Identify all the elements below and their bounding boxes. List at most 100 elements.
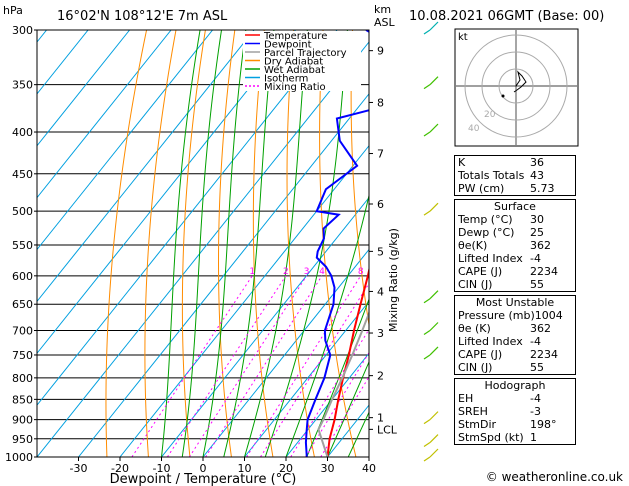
hodograph-frame [454,28,579,147]
wind-barb [429,202,439,212]
dry-adiabat-line [144,30,177,457]
index-row: StmSpd (kt) 1 [455,431,575,444]
index-row: StmDir 198° [455,418,575,431]
pressure-tick-label: 650 [12,298,33,311]
index-value: 25 [530,226,544,239]
x-tick-label: -30 [70,462,88,475]
hodograph-ring [498,68,534,104]
pressure-tick-label: 950 [12,433,33,446]
x-tick-label: 40 [362,462,376,475]
wind-barb [423,84,431,90]
datetime-title: 10.08.2021 06GMT (Base: 00) [409,9,604,24]
hodograph-storm-marker [501,94,505,98]
dry-adiabat-line [105,30,148,457]
isotherm-line [202,248,369,457]
index-label: Totals Totals [458,169,525,182]
index-value: -4 [530,392,541,405]
mixing-ratio-axis-label: Mixing Ratio (g/kg) [387,228,400,332]
indices-top-box: K 36 Totals Totals 43 PW (cm) 5.73 [454,155,576,196]
hodograph: kt 20 40 [454,28,579,147]
index-label: CAPE (J) [458,348,503,361]
index-row: Lifted Index -4 [455,252,575,265]
km-tick-label: 2 [377,370,384,383]
km-tick-label: 6 [377,198,384,211]
hodograph-title: Hodograph [484,379,546,392]
wet-adiabat-line [161,30,201,457]
index-label: EH [458,392,474,405]
wet-adiabat-line [223,30,275,457]
wind-barb [429,322,439,331]
km-tick-label: 1 [377,412,384,425]
wet-adiabat-line [285,193,369,457]
x-tick-label: 20 [279,462,293,475]
mixing-ratio-line [260,282,369,457]
index-row: Pressure (mb) 1004 [455,309,575,322]
index-value: 55 [530,361,544,374]
km-label: km [374,3,391,16]
mixing-ratio-label: 1 [249,267,255,277]
hodograph-trace [513,70,527,93]
mixing-ratio-line [205,275,323,457]
isotherm-line [285,352,369,457]
wind-barb [423,456,431,462]
mixing-ratio-line [246,275,362,457]
index-row: CIN (J) 55 [455,361,575,374]
index-value: 1004 [534,309,563,322]
x-tick-label: -20 [111,462,129,475]
index-label: CAPE (J) [458,265,503,278]
km-tick-label: 4 [377,285,384,298]
index-value: 198° [530,418,557,431]
dry-adiabat-line [181,30,206,457]
index-row: Temp (°C) 30 [455,213,575,226]
legend-entry: Wet Adiabat [264,65,325,76]
isotherm-line [37,30,255,303]
pressure-tick-label: 500 [12,205,33,218]
hodograph-ring [481,51,551,121]
isotherm-line [78,93,369,457]
footer-credit: © weatheronline.co.uk [485,470,623,484]
dry-adiabat-line [218,30,236,457]
mixing-ratio-label: 4 [319,267,325,277]
mixing-ratio-label: 3 [304,267,310,277]
isotherm-line [244,300,369,457]
hpa-label: hPa [3,4,23,17]
isotherm-line [37,30,130,147]
index-label: StmDir [458,418,497,431]
index-label: Lifted Index [458,252,523,265]
index-row: Dewp (°C) 25 [455,226,575,239]
pressure-tick-label: 600 [12,270,33,283]
index-label: Temp (°C) [458,213,513,226]
index-label: K [458,156,466,169]
index-row: Totals Totals 43 [455,169,575,182]
dry-adiabat-line [615,18,629,457]
dry-adiabat-line [350,30,369,328]
index-row: θe(K) 362 [455,239,575,252]
wind-barb [429,434,439,443]
isotherm-line [37,41,369,457]
hodograph-unit-label: kt [458,32,468,43]
index-label: StmSpd (kt) [458,431,524,444]
index-label: CIN (J) [458,278,493,291]
most-unstable-title: Most Unstable [475,296,555,309]
asl-label: ASL [374,16,396,29]
mixing-ratio-label: 8 [358,267,364,277]
isotherm-line [37,30,338,406]
index-value: 1 [530,431,537,444]
wet-adiabat-line [181,30,222,457]
index-label: Pressure (mb) [458,309,535,322]
index-value: 36 [530,156,544,169]
pressure-tick-label: 800 [12,372,33,385]
pressure-tick-label: 300 [12,24,33,37]
index-row: Lifted Index -4 [455,335,575,348]
index-row: CAPE (J) 2234 [455,265,575,278]
dry-adiabat-line [586,18,629,457]
dewpoint-series [304,30,369,457]
index-label: SREH [458,405,488,418]
hodograph-ring [464,34,568,138]
wind-barb [429,346,439,356]
hodograph-ring-label: 20 [484,110,496,120]
legend-entry: Dewpoint [264,40,312,51]
wind-barbs [423,21,439,462]
